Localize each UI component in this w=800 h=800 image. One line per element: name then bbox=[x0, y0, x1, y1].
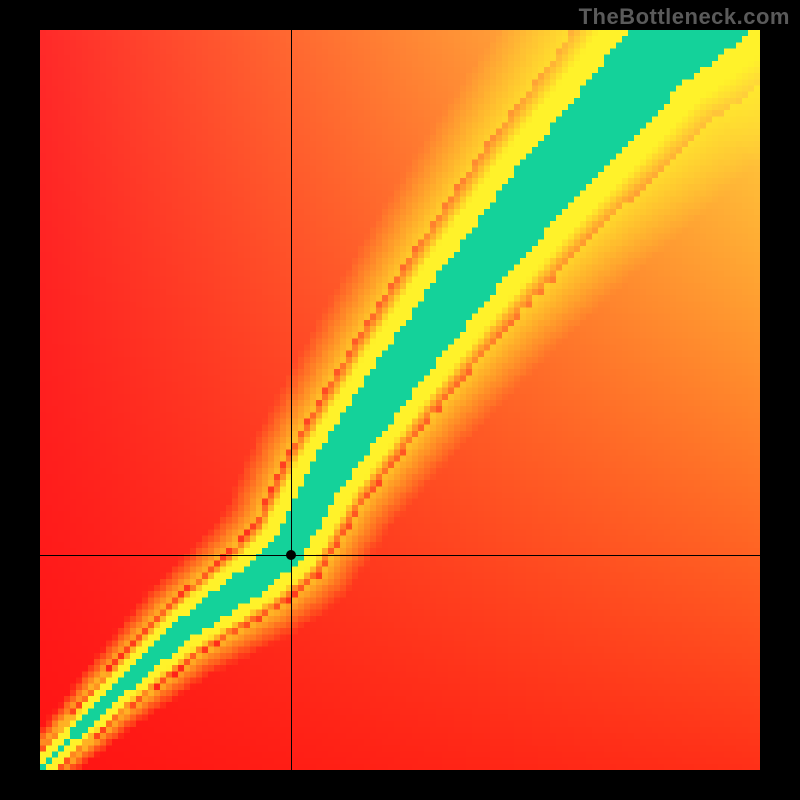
crosshair-vertical bbox=[291, 30, 292, 770]
crosshair-horizontal bbox=[40, 555, 760, 556]
watermark: TheBottleneck.com bbox=[579, 4, 790, 30]
bottleneck-heatmap bbox=[40, 30, 760, 770]
